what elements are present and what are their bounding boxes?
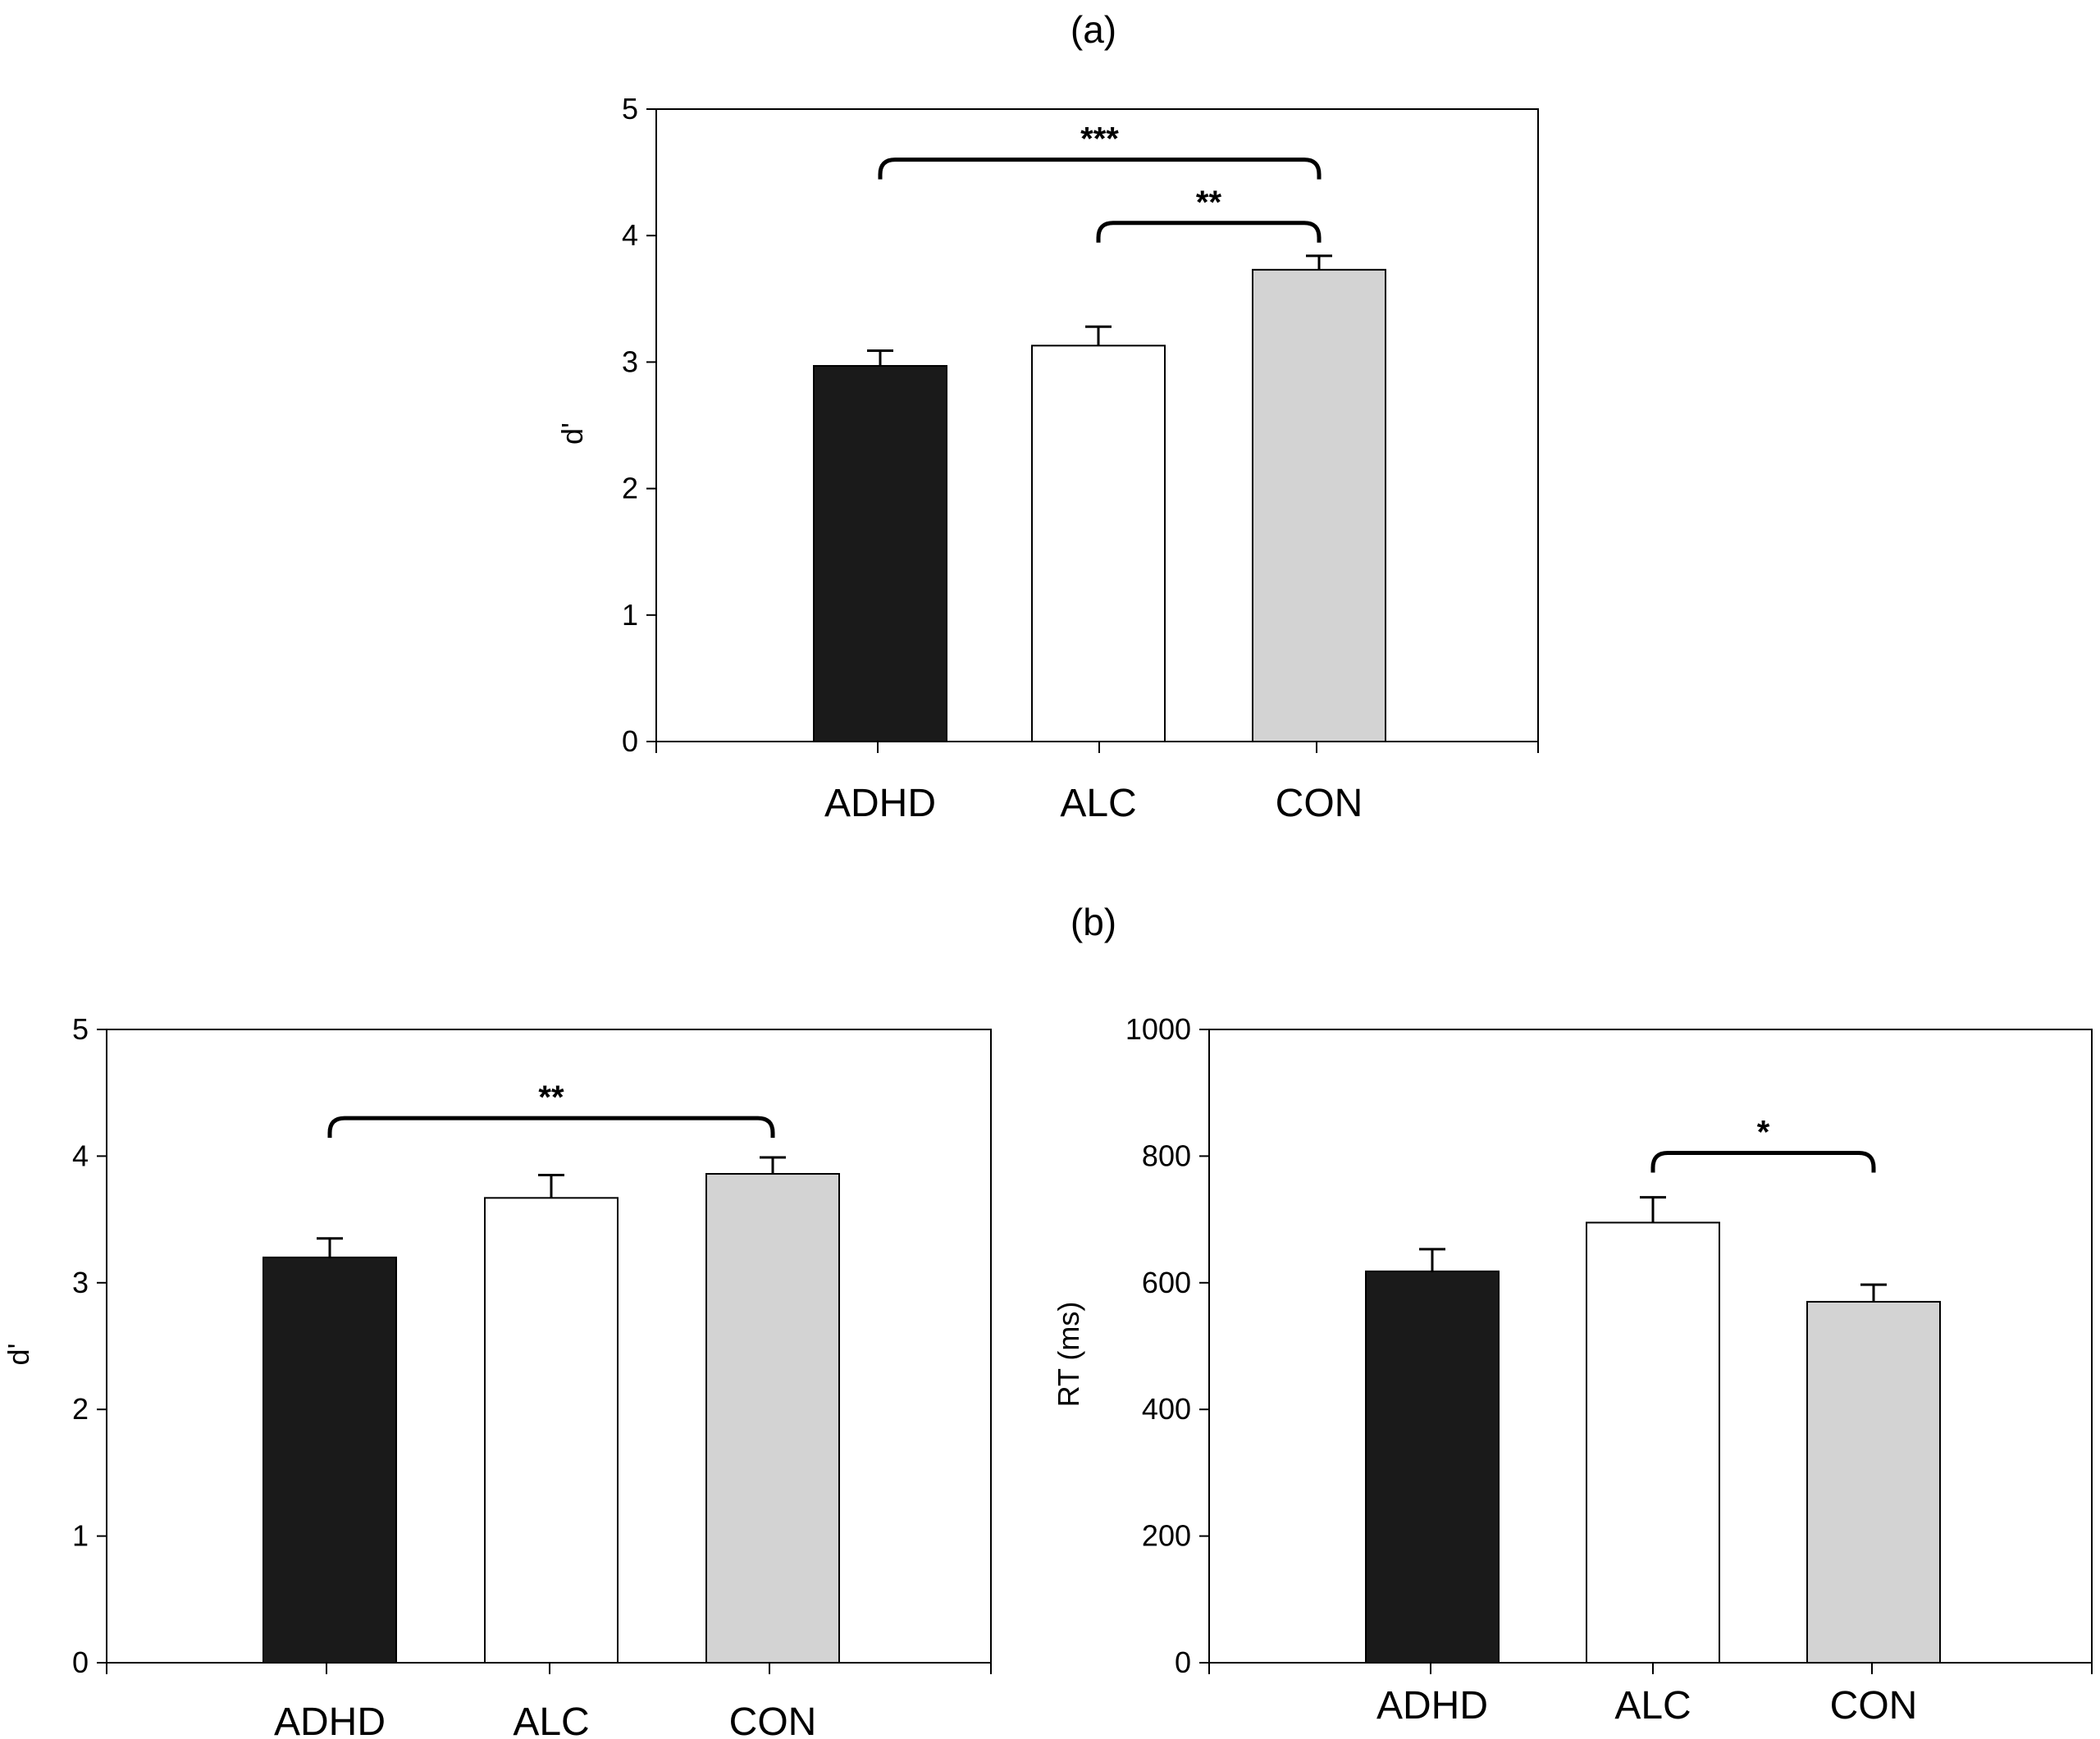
bar-con: [705, 1173, 840, 1664]
panel-label-a: (a): [1071, 8, 1116, 51]
bar-adhd: [1365, 1270, 1500, 1664]
y-tick-label: 400: [1142, 1392, 1191, 1426]
panel-label-b: (b): [1071, 901, 1116, 943]
significance-label: ***: [1080, 121, 1119, 157]
y-tick-label: 4: [622, 218, 638, 252]
y-axis-label: d': [2, 1344, 35, 1366]
x-category-label: ADHD: [1376, 1684, 1488, 1728]
y-tick-label: 600: [1142, 1266, 1191, 1299]
y-tick-label: 4: [72, 1139, 89, 1172]
y-tick-label: 1000: [1125, 1012, 1191, 1046]
bar-alc: [1586, 1221, 1720, 1664]
chart-panel-b-right: 0 200 400 600 800 1000 RT (ms) ADHD ALC CON *: [1052, 1012, 2093, 1728]
significance-bracket: [1650, 1151, 1876, 1173]
y-tick-label: 5: [622, 92, 638, 126]
y-tick-label: 3: [622, 345, 638, 378]
y-tick-label: 0: [72, 1645, 89, 1679]
y-tick-label: 0: [622, 724, 638, 758]
y-tick-label: 2: [72, 1392, 89, 1426]
bar-con: [1806, 1300, 1941, 1664]
y-axis-label: RT (ms): [1052, 1302, 1085, 1408]
bar-alc: [484, 1197, 619, 1664]
y-tick-label: 800: [1142, 1139, 1191, 1172]
y-tick-label: 200: [1142, 1519, 1191, 1553]
significance-bracket: [1096, 221, 1322, 243]
y-tick-label: 2: [622, 472, 638, 505]
y-tick-label: 1: [622, 598, 638, 632]
y-tick-label: 5: [72, 1012, 89, 1046]
y-tick-label: 3: [72, 1266, 89, 1299]
significance-label: *: [1757, 1115, 1770, 1151]
x-category-label: CON: [1276, 782, 1363, 825]
x-category-label: CON: [1830, 1684, 1918, 1728]
x-category-label: ALC: [1060, 782, 1136, 825]
x-category-label: ADHD: [824, 782, 936, 825]
y-axis-label: d': [555, 422, 589, 445]
significance-bracket: [327, 1116, 775, 1139]
bar-alc: [1031, 345, 1166, 742]
significance-bracket: [878, 157, 1322, 180]
x-category-label: ALC: [1614, 1684, 1691, 1728]
y-tick-label: 0: [1175, 1645, 1191, 1679]
x-category-label: CON: [729, 1700, 817, 1739]
chart-panel-b-left: 0 1 2 3 4 5 d' ADHD ALC CON **: [2, 1012, 992, 1739]
bar-adhd: [262, 1256, 397, 1664]
bar-con: [1252, 268, 1386, 743]
significance-label: **: [538, 1079, 564, 1116]
y-tick-label: 1: [72, 1519, 89, 1553]
x-category-label: ADHD: [274, 1700, 386, 1739]
x-category-label: ALC: [513, 1700, 589, 1739]
significance-label: **: [1196, 185, 1222, 221]
bar-adhd: [813, 365, 947, 742]
